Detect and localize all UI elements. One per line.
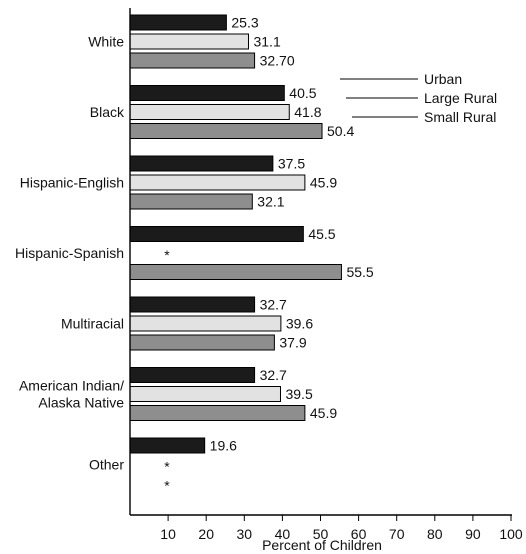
bar-small-rural-3: [129, 264, 342, 280]
value-label: 41.8: [294, 104, 321, 120]
bar-large-rural-1: [129, 104, 290, 120]
x-tick-label: 90: [465, 526, 481, 542]
bar-urban-1: [129, 85, 285, 101]
missing-value-asterisk: *: [164, 459, 170, 475]
bar-small-rural-2: [129, 193, 253, 210]
value-label: 32.7: [260, 297, 287, 313]
value-label: 40.5: [289, 85, 316, 101]
x-tick-label: 80: [427, 526, 443, 542]
value-label: 32.7: [260, 367, 287, 383]
x-tick-label: 10: [160, 526, 176, 542]
bar-small-rural-1: [129, 123, 323, 139]
missing-value-asterisk: *: [164, 247, 170, 263]
legend-item: Small Rural: [424, 109, 496, 125]
value-label: 45.9: [310, 405, 337, 421]
legend: Urban Large Rural Small Rural: [340, 71, 497, 125]
bar-small-rural-0: [129, 52, 256, 69]
bar-large-rural-0: [129, 33, 249, 50]
x-tick-label: 20: [198, 526, 214, 542]
value-label: 55.5: [346, 264, 373, 280]
category-label: Hispanic-Spanish: [15, 245, 124, 261]
bar-urban-0: [129, 14, 227, 31]
bar-urban-4: [129, 296, 256, 313]
bar-urban-5: [129, 367, 256, 383]
value-label: 32.70: [260, 53, 295, 69]
category-labels-layer: White Black Hispanic-English Hispanic-Spani…: [15, 34, 125, 473]
x-tick-label: 40: [275, 526, 291, 542]
bar-large-rural-2: [129, 174, 306, 191]
x-tick-label: 100: [499, 526, 523, 542]
category-label: White: [88, 34, 124, 50]
bar-urban-2: [129, 155, 274, 172]
category-label: Hispanic-English: [20, 175, 124, 191]
bar-small-rural-4: [129, 334, 275, 351]
bar-small-rural-5: [129, 405, 306, 421]
bar-urban-6: [129, 437, 206, 454]
category-label: Alaska Native: [38, 395, 124, 411]
x-tick-label: 60: [351, 526, 367, 542]
value-label: 19.6: [210, 438, 237, 454]
missing-value-asterisk: *: [164, 478, 170, 494]
value-label: 37.9: [279, 335, 306, 351]
value-labels-layer: 25.3 31.1 32.70 40.5 41.8 50.4 37.5 45.9 32.1 45.…: [164, 15, 374, 494]
value-label: 37.5: [278, 156, 305, 172]
legend-item: Large Rural: [424, 90, 497, 106]
value-label: 25.3: [231, 15, 258, 31]
x-tick-label: 50: [313, 526, 329, 542]
legend-item: Urban: [424, 71, 462, 87]
category-label: Other: [89, 457, 124, 473]
x-tick-label: 30: [237, 526, 253, 542]
category-label: Black: [90, 104, 125, 120]
value-label: 39.5: [285, 386, 312, 402]
value-label: 45.9: [310, 175, 337, 191]
bar-large-rural-4: [129, 315, 282, 332]
bar-urban-3: [129, 226, 304, 242]
value-label: 31.1: [253, 34, 280, 50]
x-axis-label: Percent of Children: [262, 537, 382, 553]
value-label: 45.5: [308, 226, 335, 242]
category-label: Multiracial: [61, 316, 124, 332]
bar-large-rural-5: [129, 386, 281, 402]
category-label: American Indian/: [19, 378, 124, 394]
x-tick-label: 70: [389, 526, 405, 542]
x-axis: 10 20 30 40 50 60 70 80 90 100: [129, 8, 523, 542]
value-label: 50.4: [327, 123, 354, 139]
value-label: 32.1: [257, 194, 284, 210]
value-label: 39.6: [286, 316, 313, 332]
